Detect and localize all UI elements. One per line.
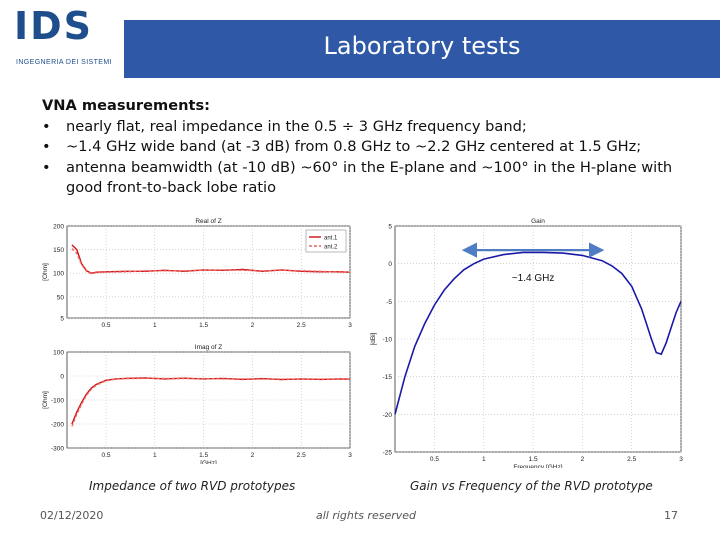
- x-tick-label: 2: [581, 456, 585, 463]
- y-tick-label: 0: [60, 374, 64, 381]
- y-tick-label: -5: [386, 299, 392, 306]
- imag-z-chart: 0.5 1 1.5 2 2.5 3 100 0 -100 -200 -300 Imag of Z [GH…: [42, 344, 352, 464]
- y-tick-label: -25: [383, 450, 393, 457]
- chart-title: Gain: [531, 218, 545, 225]
- y-axis-label: [Ohm]: [42, 391, 49, 409]
- bullet-dot: •: [42, 138, 51, 155]
- x-tick-label: 1: [482, 456, 486, 463]
- x-tick-label: 1.5: [529, 456, 538, 463]
- slide-title: Laboratory tests: [323, 32, 521, 60]
- footer-rights: all rights reserved: [316, 509, 416, 522]
- vna-text-block: VNA measurements: • nearly flat, real im…: [42, 96, 692, 199]
- y-tick-label: 50: [57, 294, 65, 301]
- impedance-figure: 0.5 1 1.5 2 2.5 3 200 150 100 50 5 Real of Z [GHz] [O…: [40, 212, 358, 468]
- bullet-text: antenna beamwidth (at -10 dB) ~60° in th…: [66, 158, 673, 176]
- chart-title: Real of Z: [195, 218, 221, 225]
- gain-caption: Gain vs Frequency of the RVD prototype: [410, 479, 653, 493]
- x-axis-label: Frequency [GHz]: [513, 464, 562, 468]
- x-tick-label: 3: [348, 452, 352, 459]
- y-axis-label: [Ohm]: [42, 263, 49, 281]
- page-number: 17: [664, 509, 678, 522]
- gain-chart: 0.5 1 1.5 2 2.5 3 5 0 -5 -10 -15 -20 -25 Gain Frequenc…: [370, 218, 683, 468]
- x-tick-label: 0.5: [430, 456, 439, 463]
- x-tick-label: 1.5: [199, 322, 208, 329]
- y-tick-label: -200: [51, 422, 64, 429]
- bullet-item-continuation: good front-to-back lobe ratio: [42, 178, 692, 199]
- ids-logo: IDS INGEGNERIA DEI SISTEMI: [10, 4, 122, 68]
- vna-heading: VNA measurements:: [42, 97, 210, 114]
- bullet-item: • antenna beamwidth (at -10 dB) ~60° in …: [42, 158, 692, 179]
- x-axis-label: [GHz]: [200, 460, 217, 464]
- bullet-text: good front-to-back lobe ratio: [66, 179, 277, 196]
- y-tick-label: 0: [388, 261, 392, 268]
- logo-letters: IDS: [14, 4, 94, 48]
- bullet-item: • nearly flat, real impedance in the 0.5…: [42, 117, 692, 138]
- x-tick-label: 2: [251, 322, 255, 329]
- impedance-caption: Impedance of two RVD prototypes: [89, 479, 296, 493]
- y-axis-label: [dBi]: [370, 332, 377, 345]
- x-tick-label: 2.5: [297, 452, 306, 459]
- bullet-item: • ~1.4 GHz wide band (at -3 dB) from 0.8…: [42, 137, 692, 158]
- plot-area: [394, 225, 682, 453]
- y-tick-label: -20: [383, 412, 393, 419]
- legend-label: ant.2: [324, 245, 338, 251]
- y-tick-label: 5: [388, 224, 392, 231]
- x-tick-label: 1: [153, 322, 157, 329]
- y-tick-label: 100: [53, 271, 64, 278]
- logo-subtitle: INGEGNERIA DEI SISTEMI: [16, 59, 112, 66]
- y-tick-label: 200: [53, 224, 64, 231]
- bullet-dot: •: [42, 117, 51, 135]
- x-tick-label: 0.5: [102, 322, 111, 329]
- footer-date: 02/12/2020: [40, 509, 104, 522]
- y-tick-label: 100: [53, 350, 64, 357]
- series-line: [71, 377, 350, 427]
- x-tick-label: 2: [251, 452, 255, 459]
- bullet-text: nearly flat, real impedance in the 0.5 ÷…: [66, 117, 527, 135]
- y-tick-label: -10: [383, 337, 393, 344]
- chart-title: Imag of Z: [195, 344, 222, 351]
- legend-label: ant.1: [324, 236, 338, 242]
- series-line: [71, 248, 350, 275]
- x-tick-label: 0.5: [102, 452, 111, 459]
- y-tick-label: -300: [51, 446, 64, 453]
- x-tick-label: 1.5: [199, 452, 208, 459]
- x-tick-label: 3: [348, 322, 352, 329]
- y-tick-label: -15: [383, 374, 393, 381]
- bullet-text: ~1.4 GHz wide band (at -3 dB) from 0.8 G…: [66, 138, 642, 155]
- y-tick-label: 150: [53, 247, 64, 254]
- gain-figure: 0.5 1 1.5 2 2.5 3 5 0 -5 -10 -15 -20 -25 Gain Frequenc…: [357, 212, 687, 468]
- y-tick-label: 5: [60, 316, 64, 323]
- bullet-dot: •: [42, 158, 51, 176]
- title-bar: Laboratory tests: [124, 20, 720, 78]
- x-tick-label: 2.5: [627, 456, 636, 463]
- bandwidth-annotation: ~1.4 GHz: [512, 273, 555, 284]
- y-tick-label: -100: [51, 398, 64, 405]
- x-tick-label: 3: [679, 456, 683, 463]
- x-tick-label: 1: [153, 452, 157, 459]
- x-tick-label: 2.5: [297, 322, 306, 329]
